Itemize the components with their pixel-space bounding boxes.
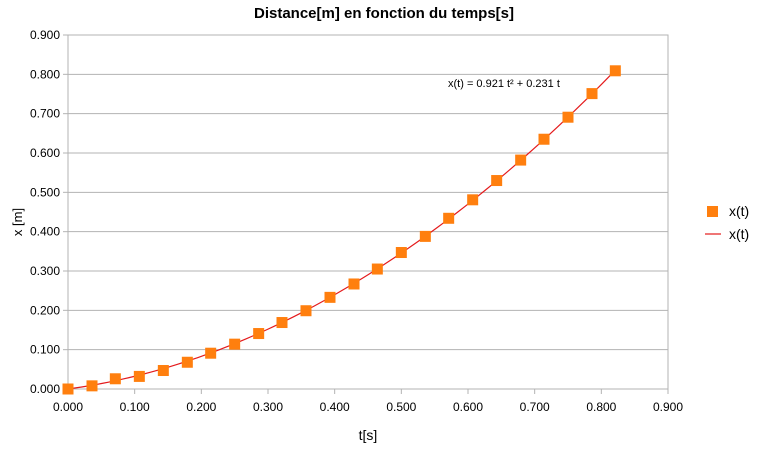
data-point xyxy=(348,278,360,290)
data-point xyxy=(467,194,479,206)
data-point xyxy=(157,365,169,377)
x-tick-label: 0.000 xyxy=(53,400,83,414)
trendline-equation-label: x(t) = 0.921 t² + 0.231 t xyxy=(448,78,560,90)
data-point xyxy=(205,347,217,359)
legend-marker-square xyxy=(707,206,718,217)
y-tick-label: 0.400 xyxy=(30,225,60,239)
data-markers xyxy=(62,65,621,395)
trendline-layer xyxy=(67,69,616,390)
y-tick-label: 0.200 xyxy=(30,303,60,317)
data-point xyxy=(109,373,121,385)
legend: x(t) x(t) xyxy=(705,203,749,242)
data-point xyxy=(276,317,288,329)
y-tick-label: 0.900 xyxy=(30,28,60,42)
data-point xyxy=(515,154,527,166)
x-tick-label: 0.700 xyxy=(520,400,550,414)
x-tick-label: 0.400 xyxy=(320,400,350,414)
data-point xyxy=(419,230,431,242)
x-tick-label: 0.600 xyxy=(453,400,483,414)
data-point xyxy=(181,356,193,368)
data-point xyxy=(86,380,98,392)
data-point xyxy=(586,88,598,100)
y-tick-label: 0.500 xyxy=(30,185,60,199)
data-point xyxy=(443,212,455,224)
y-axis-tick-labels: 0.000 0.100 0.200 0.300 0.400 0.500 0.600 0.700… xyxy=(30,28,60,396)
x-tick-label: 0.300 xyxy=(253,400,283,414)
data-point xyxy=(538,133,550,145)
data-point xyxy=(609,65,621,77)
y-tick-label: 0.700 xyxy=(30,107,60,121)
data-point xyxy=(229,338,241,350)
legend-label-trendline: x(t) xyxy=(729,226,749,242)
x-tick-label: 0.100 xyxy=(120,400,150,414)
data-point xyxy=(395,247,407,259)
x-tick-label: 0.500 xyxy=(386,400,416,414)
data-point xyxy=(133,370,145,382)
legend-label-markers: x(t) xyxy=(729,203,749,219)
chart-title: Distance[m] en fonction du temps[s] xyxy=(254,5,514,22)
y-tick-label: 0.800 xyxy=(30,67,60,81)
y-axis-label: x [m] xyxy=(10,208,25,236)
data-point xyxy=(371,263,383,275)
y-tick-label: 0.100 xyxy=(30,343,60,357)
x-axis-label: t[s] xyxy=(359,427,378,443)
x-tick-label: 0.800 xyxy=(586,400,616,414)
y-tick-label: 0.000 xyxy=(30,382,60,396)
data-point xyxy=(300,305,312,317)
x-tick-label: 0.900 xyxy=(653,400,683,414)
x-tick-label: 0.200 xyxy=(186,400,216,414)
data-point xyxy=(324,291,336,303)
y-tick-label: 0.600 xyxy=(30,146,60,160)
y-tick-label: 0.300 xyxy=(30,264,60,278)
trendline xyxy=(67,69,616,390)
grid-lines xyxy=(63,34,669,394)
data-point xyxy=(491,175,503,187)
data-point xyxy=(562,111,574,123)
x-axis-tick-labels: 0.000 0.100 0.200 0.300 0.400 0.500 0.600 0.700… xyxy=(53,400,683,414)
plot-area-border xyxy=(67,34,669,390)
data-point xyxy=(253,328,265,340)
data-point xyxy=(62,383,74,395)
